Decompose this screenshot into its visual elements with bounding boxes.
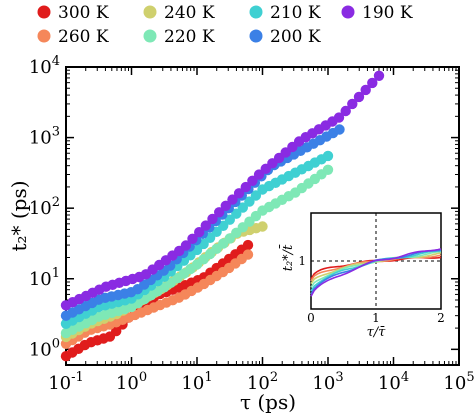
legend-item: 300 K (37, 3, 109, 23)
data-point (231, 208, 242, 219)
inset-curves (310, 248, 442, 297)
data-point (244, 196, 255, 207)
data-point (233, 188, 245, 199)
data-point (367, 77, 378, 89)
data-point (257, 221, 268, 232)
inset-x-tick-1: 1 (372, 311, 380, 325)
x-tick-label: 100 (116, 370, 147, 394)
legend-label: 300 K (58, 3, 109, 23)
data-point (227, 194, 238, 205)
y-axis-title: t₂* (ps) (7, 180, 31, 251)
legend-label: 220 K (164, 27, 215, 47)
legend-item: 240 K (143, 3, 215, 23)
data-point (373, 70, 385, 82)
data-point (360, 84, 371, 96)
data-point (220, 200, 231, 211)
data-point (242, 239, 254, 251)
legend-marker (341, 5, 355, 19)
x-tick-label: 102 (247, 370, 278, 394)
data-point (194, 227, 205, 238)
inset-curve (310, 250, 442, 288)
legend-marker (143, 29, 157, 43)
x-axis-title: τ (ps) (240, 390, 296, 414)
legend-marker (249, 29, 263, 43)
data-point (218, 220, 229, 231)
data-point (240, 181, 251, 193)
legend-label: 240 K (164, 3, 215, 23)
data-point (180, 240, 192, 251)
data-point (207, 213, 218, 225)
data-point (333, 112, 345, 123)
legend-marker (143, 5, 157, 19)
data-point (340, 105, 351, 117)
inset-x-title: τ/τ̄ (367, 325, 387, 340)
x-tick-label: 104 (378, 370, 409, 394)
legend-label: 200 K (270, 27, 321, 47)
data-point (353, 91, 365, 103)
data-point (237, 202, 248, 213)
inset-chart: 0 1 2 1 τ/τ̄ t₂*/t̄ (279, 212, 445, 340)
legend-item: 200 K (249, 27, 321, 47)
y-tick-label: 103 (29, 125, 60, 149)
y-tick-label: 100 (29, 336, 60, 360)
legend-item: 210 K (249, 3, 321, 23)
series-260-k (60, 249, 254, 349)
data-point (334, 124, 345, 135)
y-tick-label: 101 (29, 266, 60, 290)
data-point (253, 169, 265, 180)
y-tick-label: 102 (29, 195, 60, 219)
data-point (242, 249, 254, 260)
series-210-k (60, 150, 334, 329)
x-tick-label: 105 (443, 370, 474, 394)
x-tick-label: 10-1 (48, 370, 84, 394)
legend-label: 190 K (362, 3, 413, 23)
legend-label: 210 K (270, 3, 321, 23)
data-point (200, 220, 211, 231)
legend-item: 190 K (341, 3, 413, 23)
data-point (187, 233, 198, 244)
x-tick-label: 103 (312, 370, 343, 394)
series-220-k (60, 164, 334, 339)
inset-x-tick-2: 2 (437, 311, 445, 325)
legend: 300 K 260 K 240 K 220 K 210 K 200 K 190 K (37, 3, 413, 47)
inset-curve (310, 248, 442, 297)
legend-label: 260 K (58, 27, 109, 47)
data-point (247, 175, 258, 186)
data-point (214, 207, 225, 218)
legend-marker (37, 5, 51, 19)
data-point (322, 164, 334, 175)
data-point (347, 98, 358, 110)
data-point (322, 150, 334, 162)
inset-y-tick-1: 1 (298, 254, 306, 268)
data-point (111, 325, 122, 337)
legend-item: 220 K (143, 27, 215, 47)
data-point (250, 190, 262, 201)
legend-marker (37, 29, 51, 43)
inset-x-tick-0: 0 (307, 311, 315, 325)
y-tick-label: 104 (29, 54, 60, 78)
series-layer (60, 70, 385, 362)
legend-item: 260 K (37, 27, 109, 47)
x-tick-label: 101 (181, 370, 212, 394)
legend-marker (249, 5, 263, 19)
series-190-k (60, 70, 385, 311)
inset-y-title: t₂*/t̄ (279, 244, 296, 272)
